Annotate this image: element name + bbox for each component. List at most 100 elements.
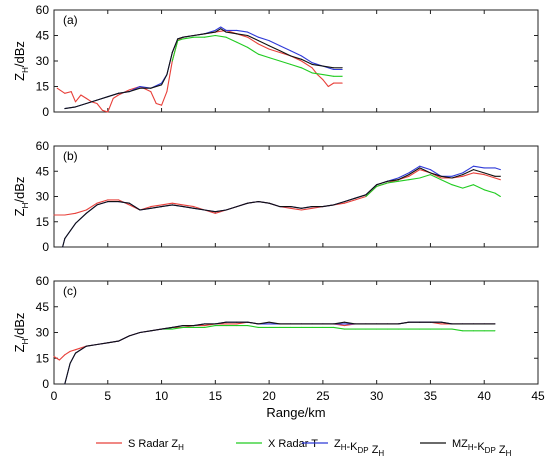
data-point	[182, 38, 184, 40]
data-point	[257, 326, 259, 328]
data-point	[139, 86, 141, 87]
data-point	[257, 40, 259, 42]
data-point	[166, 91, 168, 93]
data-point	[85, 345, 87, 347]
data-point	[225, 36, 227, 38]
data-point	[300, 67, 302, 69]
data-point	[290, 207, 292, 209]
data-point	[365, 194, 367, 196]
y-tick-label: 15	[36, 215, 50, 229]
data-point	[182, 326, 184, 328]
y-axis-label: ZH/dBz	[12, 313, 30, 353]
data-point	[333, 75, 335, 77]
data-point	[118, 94, 119, 96]
data-point	[440, 323, 442, 325]
data-point	[128, 91, 130, 93]
data-point	[483, 167, 485, 169]
x-tick-label: 10	[155, 389, 169, 403]
data-point	[333, 326, 335, 328]
data-point	[75, 106, 76, 108]
data-point	[473, 165, 474, 167]
data-point	[214, 323, 216, 325]
data-point	[333, 67, 335, 69]
data-point	[300, 209, 302, 211]
data-point	[473, 323, 474, 325]
data-point	[236, 33, 238, 35]
data-point	[214, 325, 216, 327]
data-point	[247, 325, 249, 327]
data-point	[193, 36, 195, 38]
data-point	[247, 321, 249, 323]
data-point	[279, 206, 281, 208]
data-point	[96, 99, 98, 101]
data-point	[225, 31, 227, 33]
data-point	[247, 31, 249, 33]
data-point	[150, 206, 152, 208]
x-tick-label: 20	[262, 389, 276, 403]
data-point	[483, 189, 485, 191]
data-point	[343, 201, 345, 203]
data-point	[376, 323, 378, 325]
data-point	[473, 172, 474, 174]
y-tick-label: 45	[36, 164, 50, 178]
data-point	[247, 46, 249, 48]
data-point	[118, 201, 119, 203]
data-point	[365, 328, 367, 330]
data-point	[322, 206, 324, 208]
data-point	[161, 328, 163, 330]
data-point	[483, 330, 485, 332]
data-point	[341, 75, 343, 77]
data-point	[193, 325, 195, 327]
data-point	[333, 323, 335, 325]
data-point	[290, 50, 292, 52]
y-tick-label: 60	[36, 139, 50, 153]
y-tick-label: 0	[42, 377, 49, 391]
data-point	[279, 50, 281, 52]
data-point	[341, 69, 343, 70]
data-point	[419, 165, 421, 167]
data-point	[473, 184, 474, 186]
data-point	[408, 175, 410, 177]
data-point	[96, 204, 98, 206]
data-point	[354, 328, 356, 330]
data-point	[161, 84, 163, 86]
y-tick-label: 30	[36, 326, 50, 340]
data-point	[150, 91, 152, 93]
data-point	[225, 321, 227, 323]
data-point	[64, 214, 66, 216]
x-tick-label: 15	[209, 389, 223, 403]
data-point	[70, 91, 72, 93]
data-point	[290, 206, 292, 208]
data-point	[101, 109, 103, 111]
data-point	[473, 330, 474, 332]
data-point	[397, 323, 399, 325]
data-point	[171, 326, 173, 328]
data-point	[193, 207, 195, 209]
y-tick-label: 45	[36, 300, 50, 314]
data-point	[494, 330, 496, 332]
data-point	[64, 92, 66, 94]
y-tick-label: 60	[36, 3, 50, 17]
data-point	[429, 172, 431, 174]
legend-label-mzk: MZH-KDP ZH	[452, 438, 512, 458]
plot-frame	[53, 9, 539, 113]
data-point	[300, 207, 302, 209]
data-point	[204, 33, 206, 35]
data-point	[397, 180, 399, 182]
data-point	[322, 79, 324, 81]
data-point	[69, 362, 71, 364]
data-point	[257, 43, 259, 45]
data-point	[193, 326, 195, 328]
legend-label-s: S Radar ZH	[128, 438, 184, 452]
data-point	[150, 207, 152, 209]
data-point	[386, 182, 388, 184]
data-point	[64, 383, 66, 385]
data-point	[257, 323, 259, 325]
data-point	[397, 177, 399, 179]
data-point	[268, 321, 270, 323]
data-point	[499, 196, 501, 197]
data-point	[419, 321, 421, 323]
data-point	[322, 326, 324, 328]
data-point	[62, 246, 64, 248]
data-point	[150, 330, 152, 332]
